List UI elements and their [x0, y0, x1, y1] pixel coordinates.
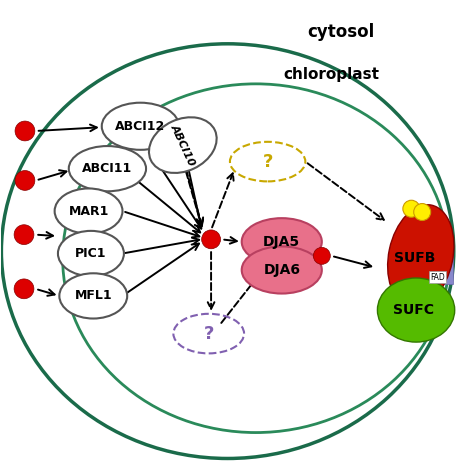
Text: SUFB: SUFB: [394, 251, 436, 265]
Ellipse shape: [388, 205, 454, 307]
Ellipse shape: [102, 103, 179, 150]
Ellipse shape: [55, 189, 122, 234]
Text: ?: ?: [203, 325, 214, 343]
Circle shape: [414, 203, 431, 220]
Circle shape: [201, 230, 220, 249]
Circle shape: [403, 200, 420, 217]
Text: FAD: FAD: [430, 273, 445, 282]
Text: ABCI12: ABCI12: [115, 120, 165, 133]
Circle shape: [14, 225, 34, 245]
Text: cytosol: cytosol: [307, 23, 374, 41]
Text: ?: ?: [263, 153, 273, 171]
Ellipse shape: [58, 231, 124, 276]
Circle shape: [15, 171, 35, 191]
Text: chloroplast: chloroplast: [283, 67, 379, 82]
Ellipse shape: [69, 146, 146, 191]
Text: MFL1: MFL1: [74, 290, 112, 302]
Ellipse shape: [242, 246, 322, 293]
Circle shape: [313, 247, 330, 264]
Text: ABCI11: ABCI11: [82, 162, 133, 175]
FancyBboxPatch shape: [439, 246, 453, 284]
Ellipse shape: [59, 273, 127, 319]
Text: MAR1: MAR1: [68, 205, 109, 218]
Circle shape: [15, 121, 35, 141]
Circle shape: [14, 279, 34, 299]
Text: SUFC: SUFC: [393, 303, 434, 317]
Text: DJA5: DJA5: [263, 235, 301, 249]
Ellipse shape: [242, 218, 322, 265]
Ellipse shape: [149, 117, 217, 173]
Ellipse shape: [377, 278, 455, 342]
Text: DJA6: DJA6: [263, 263, 300, 277]
Text: PIC1: PIC1: [75, 247, 107, 260]
Text: ABCI10: ABCI10: [169, 123, 197, 168]
